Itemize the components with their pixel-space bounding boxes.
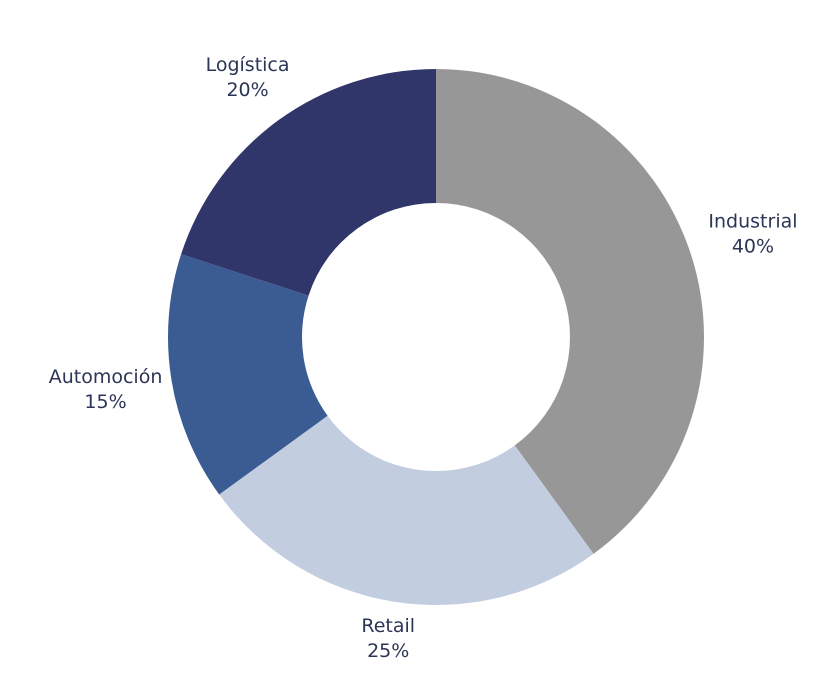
slice-value-label: 15% [84,391,126,413]
slice-label: Industrial [708,211,797,233]
slice-label: Retail [361,615,415,637]
slice-value-label: 20% [226,79,268,101]
donut-slice [181,69,436,296]
donut-slice [219,415,594,605]
slice-value-label: 40% [732,236,774,258]
slice-label: Automoción [49,366,163,388]
donut-slice [436,69,704,554]
donut-slice [168,254,328,495]
slice-label: Logística [206,54,290,76]
slice-value-label: 25% [367,640,409,662]
